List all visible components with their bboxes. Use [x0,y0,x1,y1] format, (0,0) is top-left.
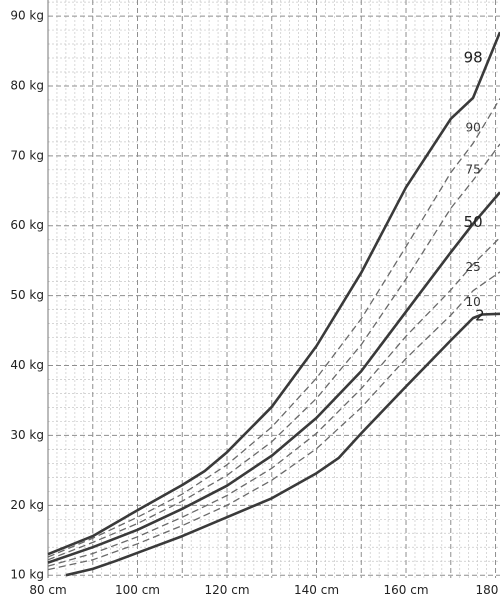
y-tick-label: 20 kg [10,498,44,512]
percentile-label-p2: 2 [475,306,485,324]
percentile-label-p75: 75 [466,162,481,176]
y-tick-label: 40 kg [10,358,44,372]
x-tick-label: 180 c [476,583,500,597]
minor-grid [48,0,500,578]
y-tick-label: 60 kg [10,218,44,232]
percentile-label-p98: 98 [464,49,483,67]
x-tick-label: 160 cm [384,583,429,597]
y-tick-label: 50 kg [10,288,44,302]
percentile-label-p10: 10 [466,295,481,309]
percentile-label-p25: 25 [466,260,481,274]
y-tick-label: 90 kg [10,9,44,23]
percentile-label-p50: 50 [464,213,483,231]
y-tick-label: 70 kg [10,148,44,162]
percentile-curve-p98 [47,31,500,556]
y-tick-label: 10 kg [10,568,44,582]
percentile-curve-p90 [47,98,500,558]
y-tick-label: 30 kg [10,428,44,442]
y-axis-tick-labels: 10 kg 20 kg 30 kg 40 kg 50 kg 60 kg 70 kg 80 kg… [10,9,44,582]
x-tick-label: 100 cm [115,583,160,597]
percentile-curve-p50 [47,191,500,564]
x-axis-tick-labels: 80 cm 100 cm 120 cm 140 cm 160 cm 180 c [29,583,500,597]
y-tick-label: 80 kg [10,78,44,92]
percentile-curve-p75 [47,143,500,561]
percentile-label-p90: 90 [466,120,481,134]
percentile-curve-p10 [47,271,500,571]
major-grid [47,0,500,578]
percentile-curve-p2 [65,312,500,577]
x-tick-label: 140 cm [294,583,339,597]
x-tick-label: 80 cm [29,583,66,597]
percentile-curves [47,31,500,577]
x-tick-label: 120 cm [205,583,250,597]
percentile-labels: 98 90 75 50 25 102 [464,49,485,325]
